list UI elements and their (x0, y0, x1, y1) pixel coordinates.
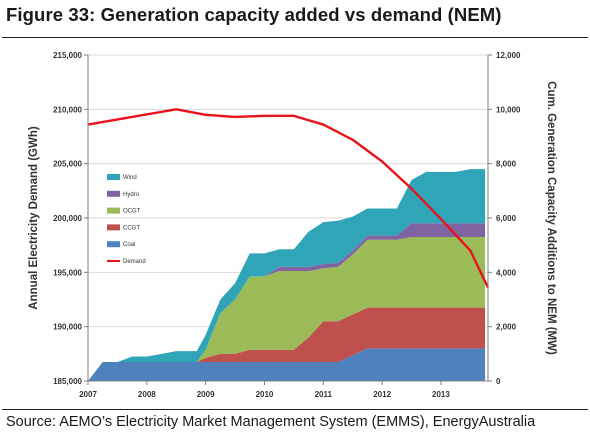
y-right-tick-label: 10,000 (496, 105, 521, 114)
area-wind (88, 169, 486, 381)
y-left-tick-label: 190,000 (53, 323, 82, 332)
x-tick-label: 2012 (373, 390, 391, 399)
legend-swatch-wind (107, 174, 120, 180)
demand-line (87, 108, 490, 289)
x-tick-label: 2007 (79, 390, 97, 399)
y-right-tick-label: 8,000 (496, 160, 517, 169)
figure-title: Figure 33: Generation capacity added vs … (6, 4, 502, 25)
legend-label-hydro: Hydro (123, 192, 140, 198)
x-tick-label: 2011 (315, 390, 333, 399)
capacity-areas (88, 169, 486, 381)
source-rule (2, 409, 588, 410)
x-tick-label: 2013 (432, 390, 450, 399)
area-ocgt (88, 237, 486, 381)
legend-swatch-ocgt (107, 207, 120, 214)
source-note: Source: AEMO’s Electricity Market Manage… (6, 414, 536, 430)
y-right-tick-label: 2,000 (496, 323, 517, 332)
demand-line-layer (87, 108, 490, 289)
legend-label-coal: Coal (123, 242, 135, 248)
y-axis-right-title: Cum. Generation Capacity Additions to NE… (545, 81, 557, 355)
y-left-tick-label: 210,000 (53, 105, 82, 114)
y-right-tick-label: 12,000 (496, 51, 521, 60)
x-tick-label: 2009 (197, 390, 215, 399)
legend-swatch-hydro (107, 190, 120, 197)
legend-label-ccgt: CCGT (123, 225, 140, 231)
legend-label-demand: Demand (123, 259, 146, 265)
y-left-tick-label: 185,000 (53, 377, 82, 386)
y-axis-left-title: Annual Electricity Demand (GWh) (28, 126, 40, 310)
legend: Wind Hydro OCGT CCGT Coal Demand (107, 174, 146, 265)
legend-swatch-coal (107, 241, 120, 248)
y-left-tick-label: 215,000 (53, 51, 82, 60)
axes: 185,000 190,000 195,000 200,000 205,000 210,0… (53, 51, 521, 399)
legend-label-ocgt: OCGT (123, 209, 141, 215)
x-tick-label: 2010 (256, 390, 274, 399)
y-left-tick-label: 195,000 (53, 268, 82, 277)
x-tick-label: 2008 (138, 390, 156, 399)
title-rule (2, 37, 588, 38)
y-left-tick-label: 200,000 (53, 214, 82, 223)
y-right-tick-label: 4,000 (496, 268, 517, 277)
y-right-tick-label: 0 (496, 377, 501, 386)
legend-label-wind: Wind (123, 175, 137, 181)
area-ccgt (88, 307, 486, 381)
y-right-tick-label: 6,000 (496, 214, 517, 223)
y-left-tick-label: 205,000 (53, 160, 82, 169)
generation-demand-chart: Wind Hydro OCGT CCGT Coal Demand 185,000 190,0… (28, 51, 557, 399)
legend-swatch-ccgt (107, 224, 120, 231)
area-coal (88, 348, 486, 381)
